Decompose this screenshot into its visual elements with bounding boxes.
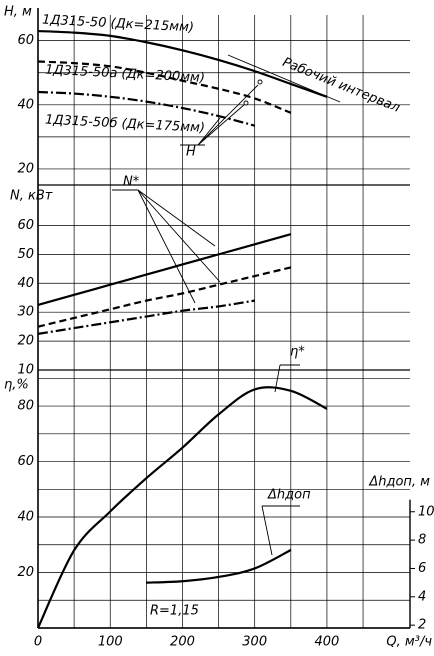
x-tick-label: 200 <box>170 635 195 650</box>
x-axis-label: Q, м³/ч <box>386 635 432 650</box>
series-label: 1Д315-50б (Дк=175мм) <box>45 113 206 136</box>
y-tick-label: 60 <box>17 454 34 469</box>
line-series <box>37 386 328 629</box>
x-tick-label: 400 <box>315 635 340 650</box>
y-tick-label: 50 <box>17 247 34 262</box>
y2-tick-label: 8 <box>418 533 426 548</box>
annotation: R=1,15 <box>150 604 199 619</box>
y-tick-label: 30 <box>17 305 34 320</box>
y-tick-label: 80 <box>17 399 34 414</box>
y-axis-label: N, кВт <box>10 189 53 204</box>
series-label: 1Д315-50а (Дк=200мм) <box>45 63 206 86</box>
x-tick-label: 100 <box>98 635 123 650</box>
y-axis-label: H, м <box>4 5 32 20</box>
y2-tick-label: 6 <box>418 561 426 576</box>
y-tick-label: 20 <box>17 161 34 176</box>
y-tick-label: 40 <box>17 510 34 525</box>
y-axis-label: η,% <box>4 378 29 393</box>
annotation: Рабочий интервал <box>280 55 402 116</box>
y-tick-label: 60 <box>17 218 34 233</box>
line-series <box>37 60 292 114</box>
line-series <box>37 29 328 98</box>
line-series <box>37 233 292 307</box>
y-tick-label: 20 <box>17 334 34 349</box>
x-tick-label: 0 <box>34 635 42 650</box>
annotation: N* <box>123 175 140 190</box>
annotation: η* <box>290 345 305 360</box>
line-series <box>146 549 292 584</box>
y2-axis-label: Δhдоп, м <box>368 475 430 490</box>
y2-tick-label: 10 <box>418 504 434 519</box>
line-series <box>37 90 255 127</box>
line-series <box>37 266 292 328</box>
y-tick-label: 10 <box>17 363 34 378</box>
annotation: H <box>186 145 196 160</box>
y-tick-label: 60 <box>17 33 34 48</box>
x-tick-label: 300 <box>242 635 267 650</box>
y2-tick-label: 2 <box>418 618 426 633</box>
y-tick-label: 40 <box>17 276 34 291</box>
y2-tick-label: 4 <box>418 589 426 604</box>
annotation: Δhдоп <box>267 488 311 503</box>
y-tick-label: 40 <box>17 97 34 112</box>
line-series <box>37 299 255 335</box>
y-tick-label: 20 <box>17 565 34 580</box>
